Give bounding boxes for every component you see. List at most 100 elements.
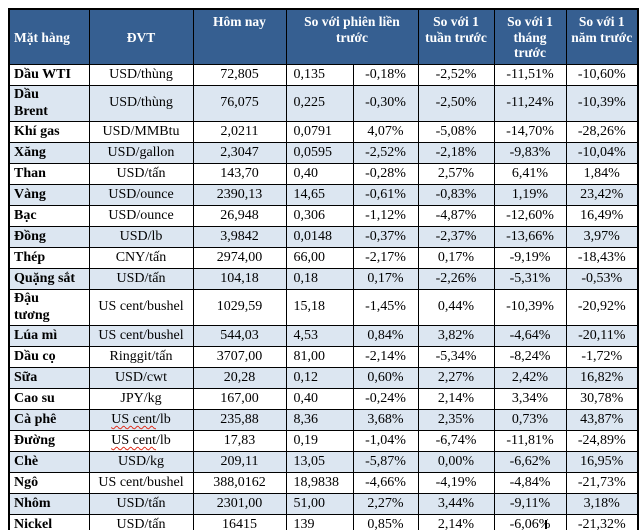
week-change-pct-cell: -5,34% bbox=[417, 346, 495, 368]
prev-change-pct-cell: 0,17% bbox=[352, 268, 419, 290]
unit-cell: US cent/bushel bbox=[88, 325, 194, 347]
unit-cell: USD/thùng bbox=[88, 64, 194, 86]
week-change-pct-cell: 3,44% bbox=[417, 493, 495, 515]
commodity-name-cell: Lúa mì bbox=[8, 325, 90, 347]
unit-cell: CNY/tấn bbox=[88, 247, 194, 269]
unit-cell: USD/ounce bbox=[88, 184, 194, 206]
prev-change-abs-cell: 0,12 bbox=[285, 367, 354, 389]
prev-change-pct-cell: 4,07% bbox=[352, 121, 419, 143]
today-price-cell: 20,28 bbox=[192, 367, 287, 389]
prev-change-pct-cell: -1,45% bbox=[352, 289, 419, 326]
today-price-cell: 2301,00 bbox=[192, 493, 287, 515]
col-header-vs-month: So với 1 tháng trước bbox=[493, 8, 567, 65]
commodity-name-cell: Chè bbox=[8, 451, 90, 473]
col-header-vs-prev-session: So với phiên liền trước bbox=[285, 8, 419, 65]
unit-cell: USD/lb bbox=[88, 226, 194, 248]
commodity-name-cell: Dầu WTI bbox=[8, 64, 90, 86]
week-change-pct-cell: -5,08% bbox=[417, 121, 495, 143]
unit-cell: Ringgit/tấn bbox=[88, 346, 194, 368]
unit-cell: US cent/bushel bbox=[88, 289, 194, 326]
week-change-pct-cell: 2,14% bbox=[417, 388, 495, 410]
commodity-name-cell: Than bbox=[8, 163, 90, 185]
prev-change-abs-cell: 51,00 bbox=[285, 493, 354, 515]
prev-change-pct-cell: -1,12% bbox=[352, 205, 419, 227]
prev-change-abs-cell: 18,9838 bbox=[285, 472, 354, 494]
today-price-cell: 17,83 bbox=[192, 430, 287, 452]
today-price-cell: 3707,00 bbox=[192, 346, 287, 368]
table-row: Dầu cọ Ringgit/tấn 3707,00 81,00 -2,14% … bbox=[8, 346, 639, 368]
prev-change-pct-cell: 0,85% bbox=[352, 514, 419, 530]
table-row: Bạc USD/ounce 26,948 0,306 -1,12% -4,87%… bbox=[8, 205, 639, 227]
week-change-pct-cell: 3,82% bbox=[417, 325, 495, 347]
prev-change-abs-cell: 81,00 bbox=[285, 346, 354, 368]
year-change-pct-cell: -1,72% bbox=[565, 346, 639, 368]
today-price-cell: 2974,00 bbox=[192, 247, 287, 269]
prev-change-abs-cell: 0,0148 bbox=[285, 226, 354, 248]
commodity-name-cell: Cà phê bbox=[8, 409, 90, 431]
today-price-cell: 209,11 bbox=[192, 451, 287, 473]
year-change-pct-cell: -0,53% bbox=[565, 268, 639, 290]
commodity-name-cell: Bạc bbox=[8, 205, 90, 227]
table-row: Nhôm USD/tấn 2301,00 51,00 2,27% 3,44% -… bbox=[8, 493, 639, 515]
prev-change-abs-cell: 0,40 bbox=[285, 163, 354, 185]
commodity-name-cell: Đồng bbox=[8, 226, 90, 248]
year-change-pct-cell: 1,84% bbox=[565, 163, 639, 185]
month-change-pct-cell: -12,60% bbox=[493, 205, 567, 227]
commodity-name-cell: Thép bbox=[8, 247, 90, 269]
week-change-pct-cell: -2,18% bbox=[417, 142, 495, 164]
commodity-name-cell: Dầu cọ bbox=[8, 346, 90, 368]
col-header-vs-week: So với 1 tuần trước bbox=[417, 8, 495, 65]
text-cursor bbox=[545, 520, 547, 529]
year-change-pct-cell: -10,04% bbox=[565, 142, 639, 164]
today-price-cell: 235,88 bbox=[192, 409, 287, 431]
prev-change-abs-cell: 14,65 bbox=[285, 184, 354, 206]
unit-cell: USD/cwt bbox=[88, 367, 194, 389]
prev-change-abs-cell: 0,40 bbox=[285, 388, 354, 410]
unit-cell: USD/kg bbox=[88, 451, 194, 473]
prev-change-pct-cell: -4,66% bbox=[352, 472, 419, 494]
today-price-cell: 167,00 bbox=[192, 388, 287, 410]
year-change-pct-cell: -21,73% bbox=[565, 472, 639, 494]
today-price-cell: 1029,59 bbox=[192, 289, 287, 326]
today-price-cell: 544,03 bbox=[192, 325, 287, 347]
prev-change-pct-cell: 0,84% bbox=[352, 325, 419, 347]
month-change-pct-cell: -6,62% bbox=[493, 451, 567, 473]
month-change-pct-cell: 0,73% bbox=[493, 409, 567, 431]
today-price-cell: 2390,13 bbox=[192, 184, 287, 206]
today-price-cell: 2,0211 bbox=[192, 121, 287, 143]
commodity-name-cell: Dầu Brent bbox=[8, 85, 90, 122]
year-change-pct-cell: 16,95% bbox=[565, 451, 639, 473]
month-change-pct-cell: -8,24% bbox=[493, 346, 567, 368]
prev-change-pct-cell: -2,14% bbox=[352, 346, 419, 368]
month-change-pct-cell: -6,06% bbox=[493, 514, 567, 530]
table-row: Thép CNY/tấn 2974,00 66,00 -2,17% 0,17% … bbox=[8, 247, 639, 269]
week-change-pct-cell: 2,57% bbox=[417, 163, 495, 185]
prev-change-abs-cell: 0,0791 bbox=[285, 121, 354, 143]
prev-change-abs-cell: 0,225 bbox=[285, 85, 354, 122]
year-change-pct-cell: -24,89% bbox=[565, 430, 639, 452]
week-change-pct-cell: 2,35% bbox=[417, 409, 495, 431]
month-change-pct-cell: -14,70% bbox=[493, 121, 567, 143]
table-row: Than USD/tấn 143,70 0,40 -0,28% 2,57% 6,… bbox=[8, 163, 639, 185]
commodity-price-table: Mặt hàng ĐVT Hôm nay So với phiên liền t… bbox=[8, 8, 639, 530]
prev-change-pct-cell: -0,61% bbox=[352, 184, 419, 206]
table-row: Nickel USD/tấn 16415 139 0,85% 2,14% -6,… bbox=[8, 514, 639, 530]
prev-change-abs-cell: 139 bbox=[285, 514, 354, 530]
commodity-name-cell: Quặng sắt bbox=[8, 268, 90, 290]
unit-cell: USD/tấn bbox=[88, 268, 194, 290]
today-price-cell: 2,3047 bbox=[192, 142, 287, 164]
today-price-cell: 72,805 bbox=[192, 64, 287, 86]
commodity-name-cell: Xăng bbox=[8, 142, 90, 164]
week-change-pct-cell: 0,00% bbox=[417, 451, 495, 473]
month-change-pct-cell: -13,66% bbox=[493, 226, 567, 248]
unit-cell: USD/thùng bbox=[88, 85, 194, 122]
prev-change-pct-cell: -0,37% bbox=[352, 226, 419, 248]
prev-change-pct-cell: -0,24% bbox=[352, 388, 419, 410]
unit-cell: US cent/bushel bbox=[88, 472, 194, 494]
week-change-pct-cell: -2,50% bbox=[417, 85, 495, 122]
unit-cell: USD/tấn bbox=[88, 493, 194, 515]
year-change-pct-cell: -10,39% bbox=[565, 85, 639, 122]
prev-change-pct-cell: 0,60% bbox=[352, 367, 419, 389]
spellcheck-underlined-text: US cent bbox=[111, 411, 156, 427]
commodity-name-cell: Cao su bbox=[8, 388, 90, 410]
